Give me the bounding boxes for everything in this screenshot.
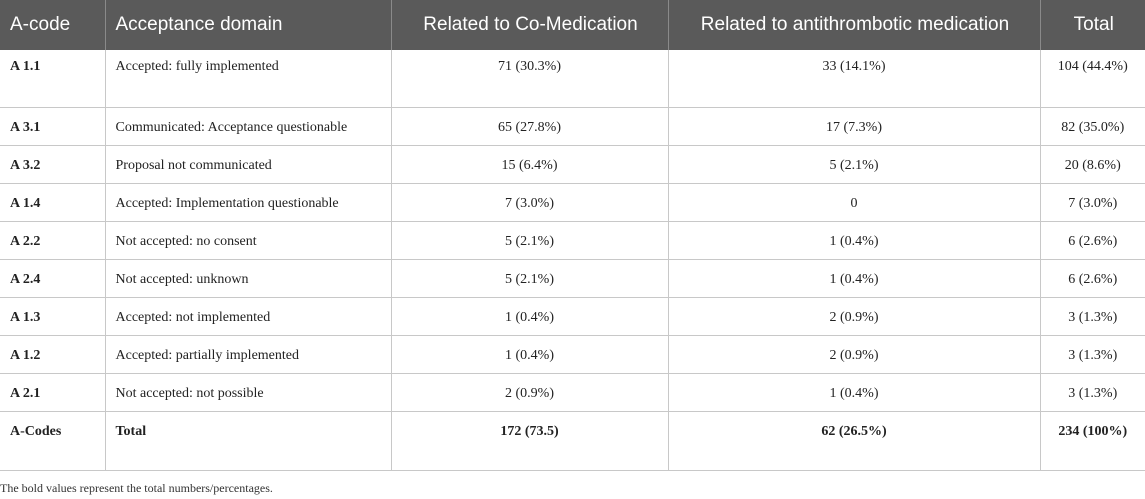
co-medication-cell: 1 (0.4%) [390, 297, 668, 336]
header-a-code: A-code [10, 14, 71, 35]
co-medication-cell: 5 (2.1%) [390, 259, 668, 298]
a-code-cell: A 3.1 [0, 107, 105, 146]
acceptance-domain-cell: Accepted: not implemented [104, 297, 391, 336]
acceptance-domain-cell: Accepted: Implementation questionable [104, 183, 391, 222]
co-medication-cell: 1 (0.4%) [390, 335, 668, 374]
antithrombotic-cell: 5 (2.1%) [667, 145, 1040, 184]
total-row: A-Codes Total 172 (73.5) 62 (26.5%) 234 … [0, 411, 1145, 471]
acceptance-domain-cell: Not accepted: not possible [104, 373, 391, 412]
acceptance-domain-cell: Proposal not communicated [104, 145, 391, 184]
a-code-cell: A 1.1 [0, 50, 105, 108]
antithrombotic-cell: 1 (0.4%) [667, 373, 1040, 412]
total-cell: 82 (35.0%) [1039, 107, 1145, 146]
a-code-cell: A-Codes [0, 411, 105, 471]
co-medication-cell: 71 (30.3%) [390, 50, 668, 108]
antithrombotic-cell: 17 (7.3%) [667, 107, 1040, 146]
table-row: A 1.1 Accepted: fully implemented 71 (30… [0, 50, 1145, 108]
antithrombotic-cell: 2 (0.9%) [667, 297, 1040, 336]
acceptance-domain-cell: Accepted: partially implemented [104, 335, 391, 374]
a-code-cell: A 1.3 [0, 297, 105, 336]
header-total: Total [1039, 0, 1145, 50]
total-cell: 6 (2.6%) [1039, 221, 1145, 260]
acceptance-domain-cell: Accepted: fully implemented [104, 50, 391, 108]
table-row: A 1.3 Accepted: not implemented 1 (0.4%)… [0, 297, 1145, 336]
header-acceptance-domain: Acceptance domain [104, 0, 391, 50]
total-cell: 7 (3.0%) [1039, 183, 1145, 222]
antithrombotic-cell: 1 (0.4%) [667, 221, 1040, 260]
co-medication-cell: 15 (6.4%) [390, 145, 668, 184]
table-row: A 3.2 Proposal not communicated 15 (6.4%… [0, 145, 1145, 184]
a-code-cell: A 3.2 [0, 145, 105, 184]
table-row: A 2.4 Not accepted: unknown 5 (2.1%) 1 (… [0, 259, 1145, 298]
acceptance-domain-cell: Not accepted: unknown [104, 259, 391, 298]
grand-total-cell: 234 (100%) [1039, 411, 1145, 471]
co-medication-cell: 7 (3.0%) [390, 183, 668, 222]
table-row: A 1.4 Accepted: Implementation questiona… [0, 183, 1145, 222]
total-cell: 6 (2.6%) [1039, 259, 1145, 298]
a-code-cell: A 1.2 [0, 335, 105, 374]
table-footnote: The bold values represent the total numb… [0, 481, 273, 495]
a-code-cell: A 2.4 [0, 259, 105, 298]
table-row: A 2.2 Not accepted: no consent 5 (2.1%) … [0, 221, 1145, 260]
co-medication-cell: 2 (0.9%) [390, 373, 668, 412]
header-co-medication: Related to Co-Medication [390, 0, 668, 50]
table-row: A 3.1 Communicated: Acceptance questiona… [0, 107, 1145, 146]
total-cell: 3 (1.3%) [1039, 335, 1145, 374]
total-cell: 3 (1.3%) [1039, 297, 1145, 336]
antithrombotic-cell: 33 (14.1%) [667, 50, 1040, 108]
table-row: A 1.2 Accepted: partially implemented 1 … [0, 335, 1145, 374]
co-medication-cell: 65 (27.8%) [390, 107, 668, 146]
table-row: A 2.1 Not accepted: not possible 2 (0.9%… [0, 373, 1145, 412]
header-antithrombotic: Related to antithrombotic medication [667, 0, 1040, 50]
antithrombotic-cell: 2 (0.9%) [667, 335, 1040, 374]
results-table-container: A-code Acceptance domain Related to Co-M… [0, 0, 1145, 471]
antithrombotic-cell: 0 [667, 183, 1040, 222]
total-cell: 104 (44.4%) [1039, 50, 1145, 108]
co-medication-total-cell: 172 (73.5) [390, 411, 668, 471]
acceptance-domain-cell: Communicated: Acceptance questionable [104, 107, 391, 146]
a-code-cell: A 1.4 [0, 183, 105, 222]
acceptance-domain-cell: Total [104, 411, 391, 471]
acceptance-domain-cell: Not accepted: no consent [104, 221, 391, 260]
total-cell: 3 (1.3%) [1039, 373, 1145, 412]
acceptance-table: A-code Acceptance domain Related to Co-M… [0, 0, 1145, 471]
table-header-row: A-code Acceptance domain Related to Co-M… [0, 0, 1145, 50]
antithrombotic-total-cell: 62 (26.5%) [667, 411, 1040, 471]
a-code-cell: A 2.1 [0, 373, 105, 412]
co-medication-cell: 5 (2.1%) [390, 221, 668, 260]
a-code-cell: A 2.2 [0, 221, 105, 260]
total-cell: 20 (8.6%) [1039, 145, 1145, 184]
antithrombotic-cell: 1 (0.4%) [667, 259, 1040, 298]
